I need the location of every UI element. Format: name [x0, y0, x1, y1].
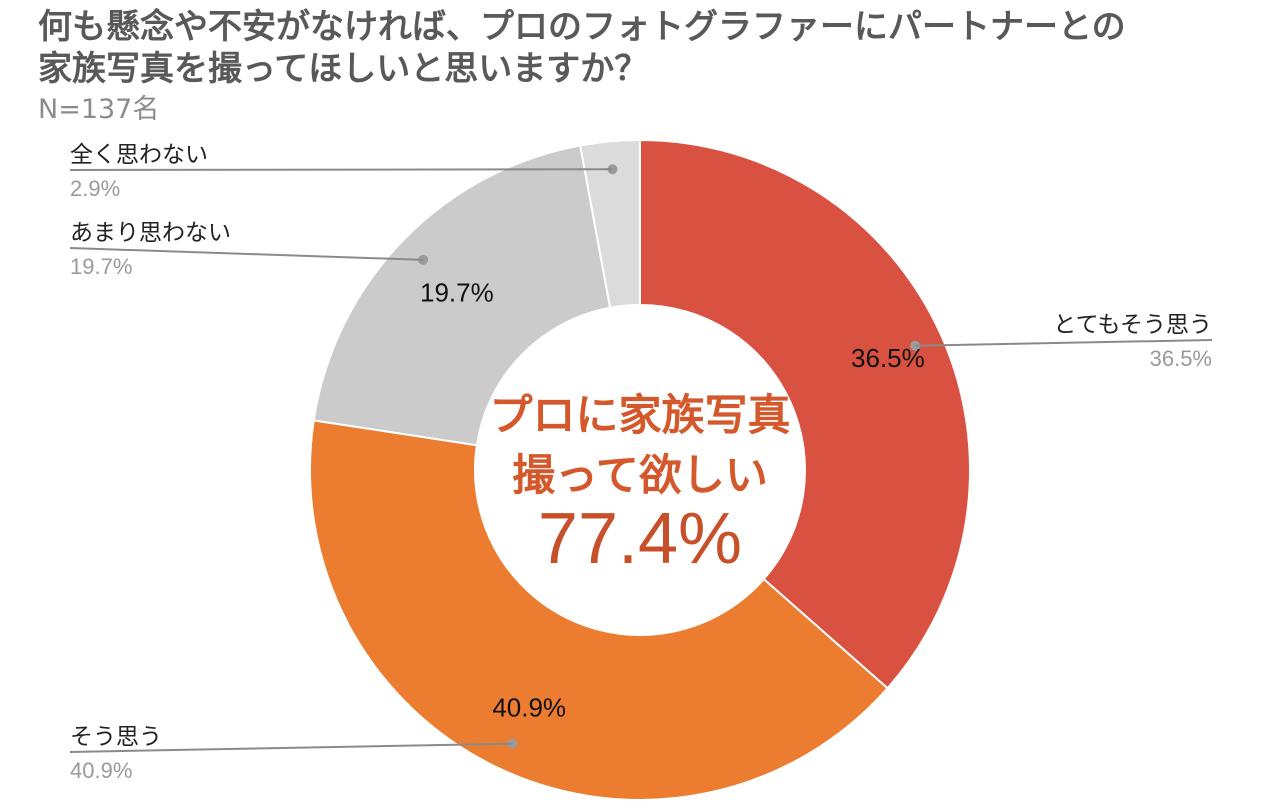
leader-line-not-at-all [69, 168, 613, 171]
legend-value-very-much-agree: 36.5% [1150, 346, 1212, 371]
leader-line-agree [69, 742, 513, 753]
legend-name-very-much-agree: とてもそう思う [1053, 312, 1212, 338]
slice-label-agree: 40.9% [492, 692, 566, 722]
legend-value-not-really: 19.7% [70, 254, 132, 279]
slice-value-labels: 36.5% 40.9% 19.7% [420, 278, 925, 723]
legend-leader-lines [69, 164, 1213, 753]
leader-line-very-much-agree [915, 339, 1213, 347]
legend-value-not-at-all: 2.9% [70, 176, 120, 201]
donut-slices [309, 138, 971, 801]
chart-title-line-2: 家族写真を撮ってほしいと思いますか？ [38, 49, 648, 89]
chart-title-line-1: 何も懸念や不安がなければ、プロのフォトグラファーにパートナーとの [38, 7, 1126, 47]
slice-very-much-agree [639, 138, 971, 690]
slice-label-very-much-agree: 36.5% [851, 343, 925, 373]
slice-not-at-all [579, 138, 641, 309]
center-total-value: 77.4% [538, 499, 742, 579]
leader-line-not-really [69, 247, 424, 261]
sample-size-label: N=137名 [38, 94, 159, 125]
slice-agree [309, 419, 889, 801]
legend-name-not-really: あまり思わない [70, 220, 231, 246]
slice-not-really [312, 144, 612, 447]
legend-callouts: とてもそう思う 36.5% そう思う 40.9% あまり思わない 19.7% 全く思わない 2… [70, 142, 1212, 783]
legend-name-agree: そう思う [70, 724, 162, 750]
legend-value-agree: 40.9% [70, 758, 132, 783]
legend-name-not-at-all: 全く思わない [70, 142, 208, 168]
slice-label-not-really: 19.7% [420, 278, 494, 308]
center-text-line-2: 撮って欲しい [512, 451, 768, 501]
center-text-line-1: プロに家族写真 [490, 391, 791, 441]
